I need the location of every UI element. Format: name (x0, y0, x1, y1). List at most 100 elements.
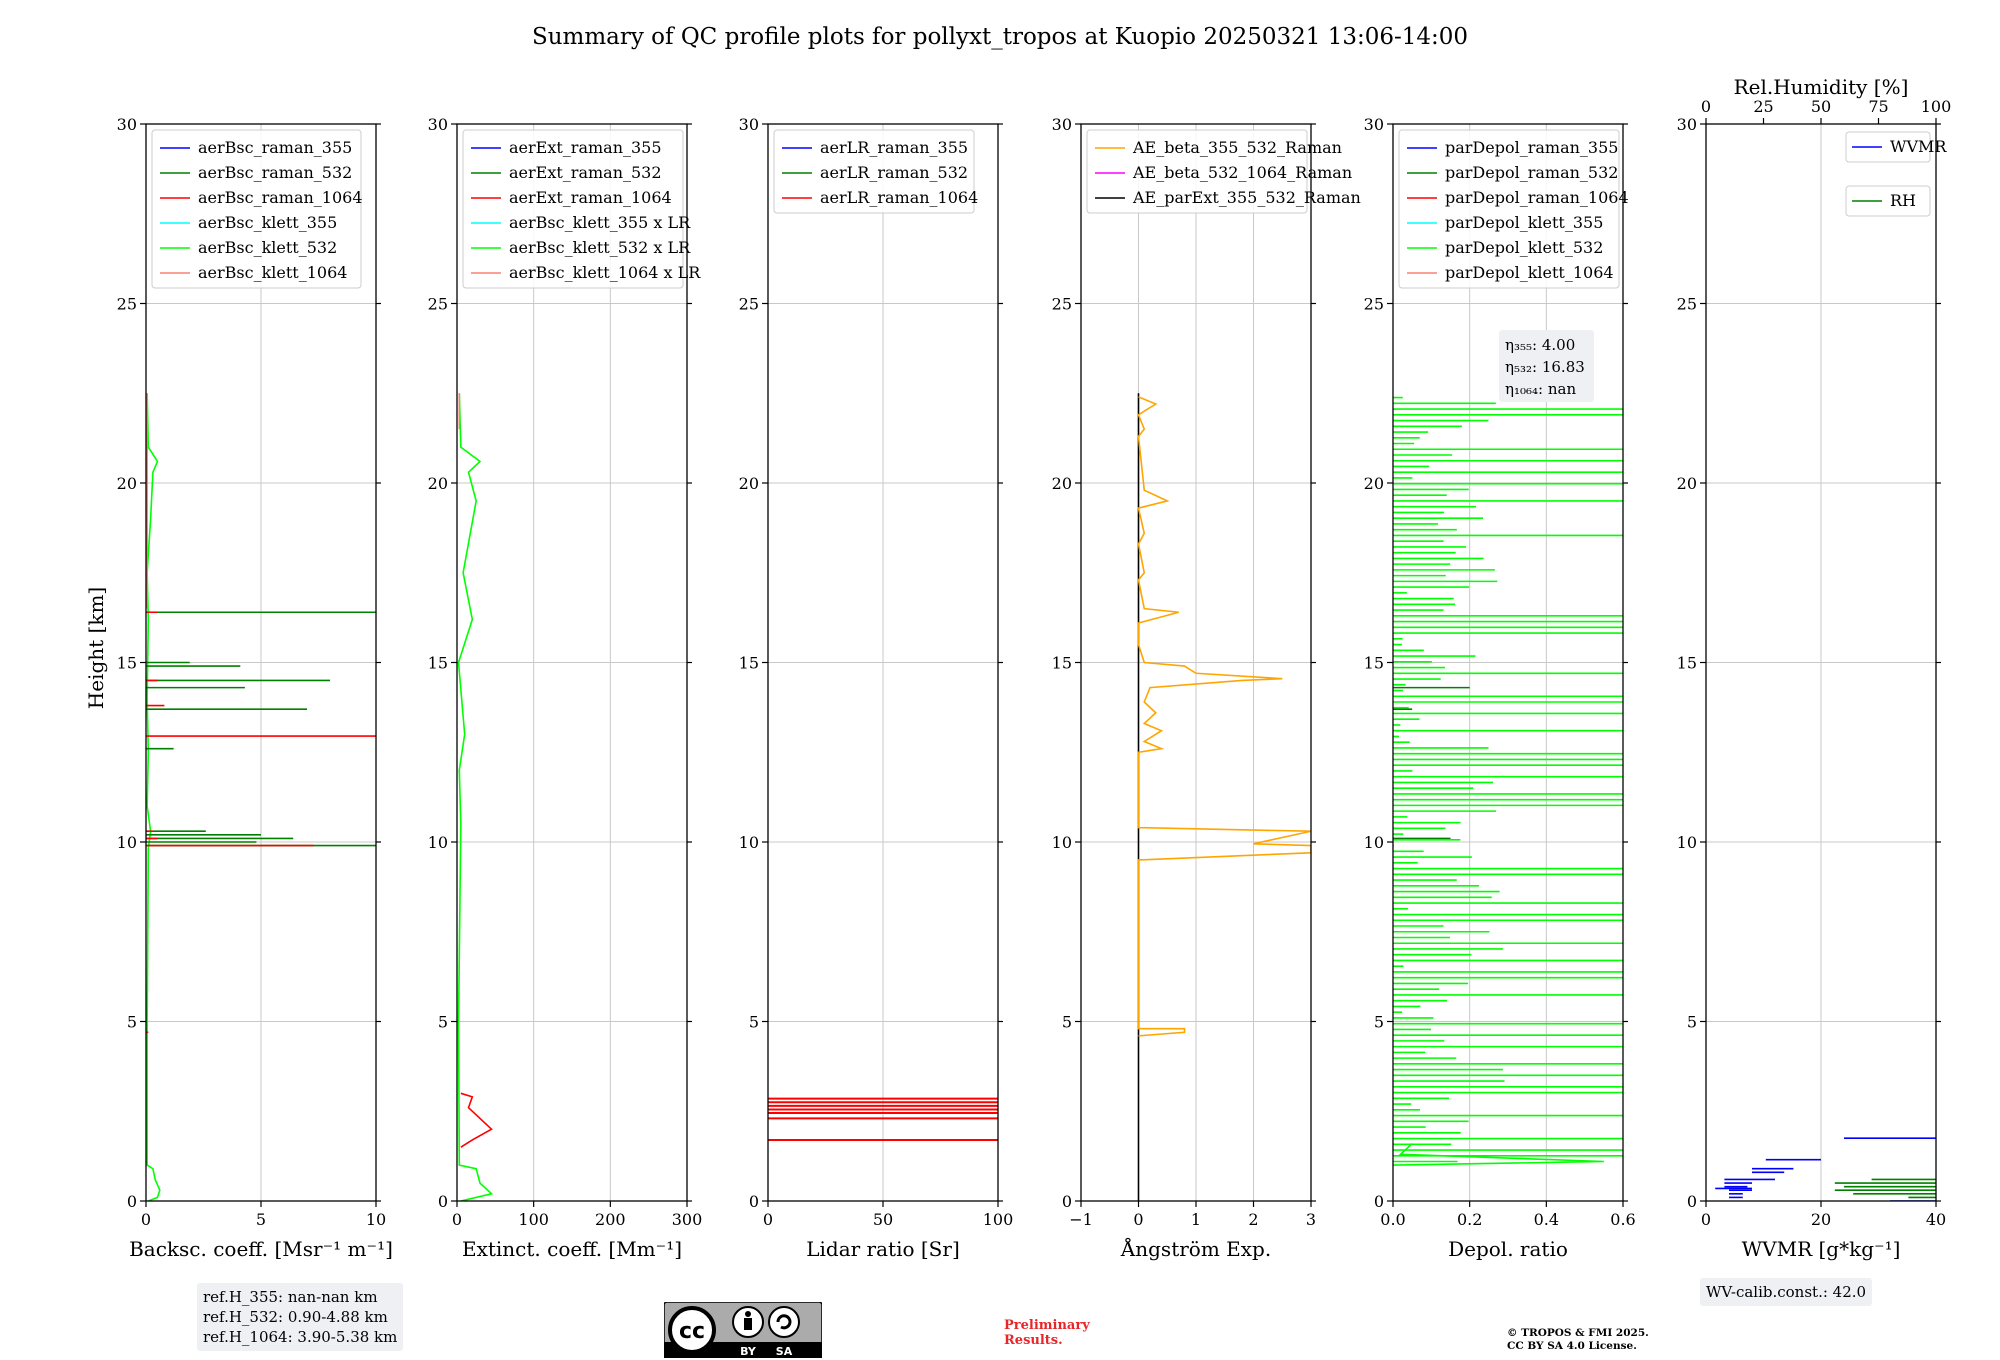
prelim-line-1: Preliminary (1004, 1318, 1090, 1333)
y-tick-label: 10 (117, 833, 137, 852)
legend-label: parDepol_raman_532 (1445, 163, 1618, 182)
legend-box (1845, 131, 1931, 163)
x-axis-label: Backsc. coeff. [Msr⁻¹ m⁻¹] (129, 1237, 393, 1261)
y-tick-label: 20 (428, 474, 448, 493)
panel-lidar_ratio: 0 50 100 0 5 10 15 20 25 30 Lidar ratio [Sr] aerLR_… (739, 115, 1014, 1261)
wv-calibration-box: WV-calib.const.: 42.0 (1700, 1278, 1873, 1306)
ref-h-532: ref.H_532: 0.90-4.88 km (203, 1308, 388, 1326)
series-group (1393, 396, 1623, 1166)
x-tick-label: 0.2 (1457, 1210, 1482, 1229)
x2-tick-label: 25 (1753, 97, 1773, 116)
data-line (1393, 1142, 1604, 1166)
legend-label: aerExt_raman_1064 (509, 188, 672, 207)
legend-label: aerLR_raman_532 (820, 163, 968, 182)
legend-box (151, 129, 362, 289)
legend-label: aerBsc_klett_532 x LR (509, 238, 691, 257)
ref-h-1064: ref.H_1064: 3.90-5.38 km (203, 1328, 398, 1346)
legend-label: aerExt_raman_532 (509, 163, 662, 182)
x-tick-label: 20 (1811, 1210, 1831, 1229)
legend-label: aerExt_raman_355 (509, 138, 662, 157)
plot-frame (1080, 123, 1312, 1202)
x-axis-label: Lidar ratio [Sr] (806, 1237, 960, 1261)
plot-frame (1392, 123, 1624, 1202)
legend-label: WVMR (1890, 137, 1947, 156)
legend-label: aerBsc_klett_355 x LR (509, 213, 691, 232)
x-axis-label: Extinct. coeff. [Mm⁻¹] (462, 1237, 682, 1261)
y-tick-label: 0 (1374, 1192, 1384, 1211)
x-tick-label: 0.0 (1380, 1210, 1405, 1229)
x-tick-label: −1 (1069, 1210, 1093, 1229)
x-tick-label: 0 (1133, 1210, 1143, 1229)
legend-label: aerBsc_klett_355 (198, 213, 337, 232)
legend-label: parDepol_raman_1064 (1445, 188, 1629, 207)
y-tick-label: 30 (1364, 115, 1384, 134)
x-tick-label: 50 (873, 1210, 893, 1229)
y-tick-label: 30 (1677, 115, 1697, 134)
x-axis-label: Ångström Exp. (1120, 1236, 1271, 1261)
x-tick-label: 5 (256, 1210, 266, 1229)
y-tick-label: 10 (1052, 833, 1072, 852)
y-tick-label: 30 (1052, 115, 1072, 134)
x-tick-label: 10 (366, 1210, 386, 1229)
series-group (457, 393, 494, 1201)
legend-label: aerLR_raman_1064 (820, 188, 978, 207)
x-tick-label: 100 (518, 1210, 549, 1229)
legend-label: aerBsc_klett_1064 x LR (509, 263, 701, 282)
y-tick-label: 15 (739, 654, 759, 673)
x-tick-label: 0 (1701, 1210, 1711, 1229)
legend-label: aerBsc_klett_1064 (198, 263, 347, 282)
y-tick-label: 5 (749, 1013, 759, 1032)
legend-box (1086, 129, 1308, 214)
series-group (1715, 1137, 1936, 1201)
cc-sa-text: SA (776, 1345, 793, 1358)
x-axis-label: Depol. ratio (1448, 1237, 1568, 1261)
legend-label: parDepol_klett_1064 (1445, 263, 1614, 282)
y-tick-label: 25 (739, 295, 759, 314)
cc-by-text: BY (740, 1345, 757, 1358)
ref-h-355: ref.H_355: nan-nan km (203, 1288, 378, 1306)
legend-label: aerBsc_raman_532 (198, 163, 352, 182)
x-tick-label: 0 (452, 1210, 462, 1229)
svg-text:cc: cc (679, 1319, 705, 1344)
x-tick-label: 1 (1191, 1210, 1201, 1229)
panel-backscatter: 0 5 10 0 5 10 15 20 25 30 Backsc. coeff. [Msr⁻¹ m⁻… (117, 115, 393, 1261)
y-tick-label: 15 (1052, 654, 1072, 673)
legend-label: parDepol_klett_532 (1445, 238, 1603, 257)
y-tick-label: 25 (1052, 295, 1072, 314)
legend-box (1398, 129, 1620, 289)
x-tick-label: 300 (672, 1210, 703, 1229)
y-tick-label: 10 (739, 833, 759, 852)
legend-label: parDepol_klett_355 (1445, 213, 1603, 232)
x-tick-label: 40 (1926, 1210, 1946, 1229)
y-tick-label: 25 (428, 295, 448, 314)
x2-axis-label: Rel.Humidity [%] (1734, 75, 1909, 99)
y-tick-label: 5 (1374, 1013, 1384, 1032)
legend-label: aerBsc_klett_532 (198, 238, 337, 257)
y-tick-label: 20 (1364, 474, 1384, 493)
data-line (1137, 396, 1311, 1037)
legend-box (462, 129, 684, 289)
y-tick-label: 20 (117, 474, 137, 493)
reference-height-box: ref.H_355: nan-nan km ref.H_532: 0.90-4.… (197, 1283, 404, 1351)
y-tick-label: 10 (1364, 833, 1384, 852)
legend-label: aerBsc_raman_1064 (198, 188, 363, 207)
x-tick-label: 100 (983, 1210, 1014, 1229)
y-tick-label: 15 (1677, 654, 1697, 673)
y-tick-label: 5 (438, 1013, 448, 1032)
y-tick-label: 15 (117, 654, 137, 673)
cc-by-sa-logo: cc BY SA (664, 1302, 822, 1358)
x2-tick-label: 0 (1701, 97, 1711, 116)
prelim-line-2: Results. (1004, 1333, 1063, 1348)
legend-label: AE_parExt_355_532_Raman (1132, 188, 1361, 207)
legend-label: aerBsc_raman_355 (198, 138, 352, 157)
plot-frame (145, 123, 377, 1202)
y-tick-label: 0 (1062, 1192, 1072, 1211)
y-tick-label: 0 (127, 1192, 137, 1211)
legend-label: RH (1890, 191, 1916, 210)
y-tick-label: 0 (1687, 1192, 1697, 1211)
copyright-line-1: © TROPOS & FMI 2025. (1507, 1327, 1649, 1339)
x-tick-label: 200 (595, 1210, 626, 1229)
x-tick-label: 2 (1248, 1210, 1258, 1229)
